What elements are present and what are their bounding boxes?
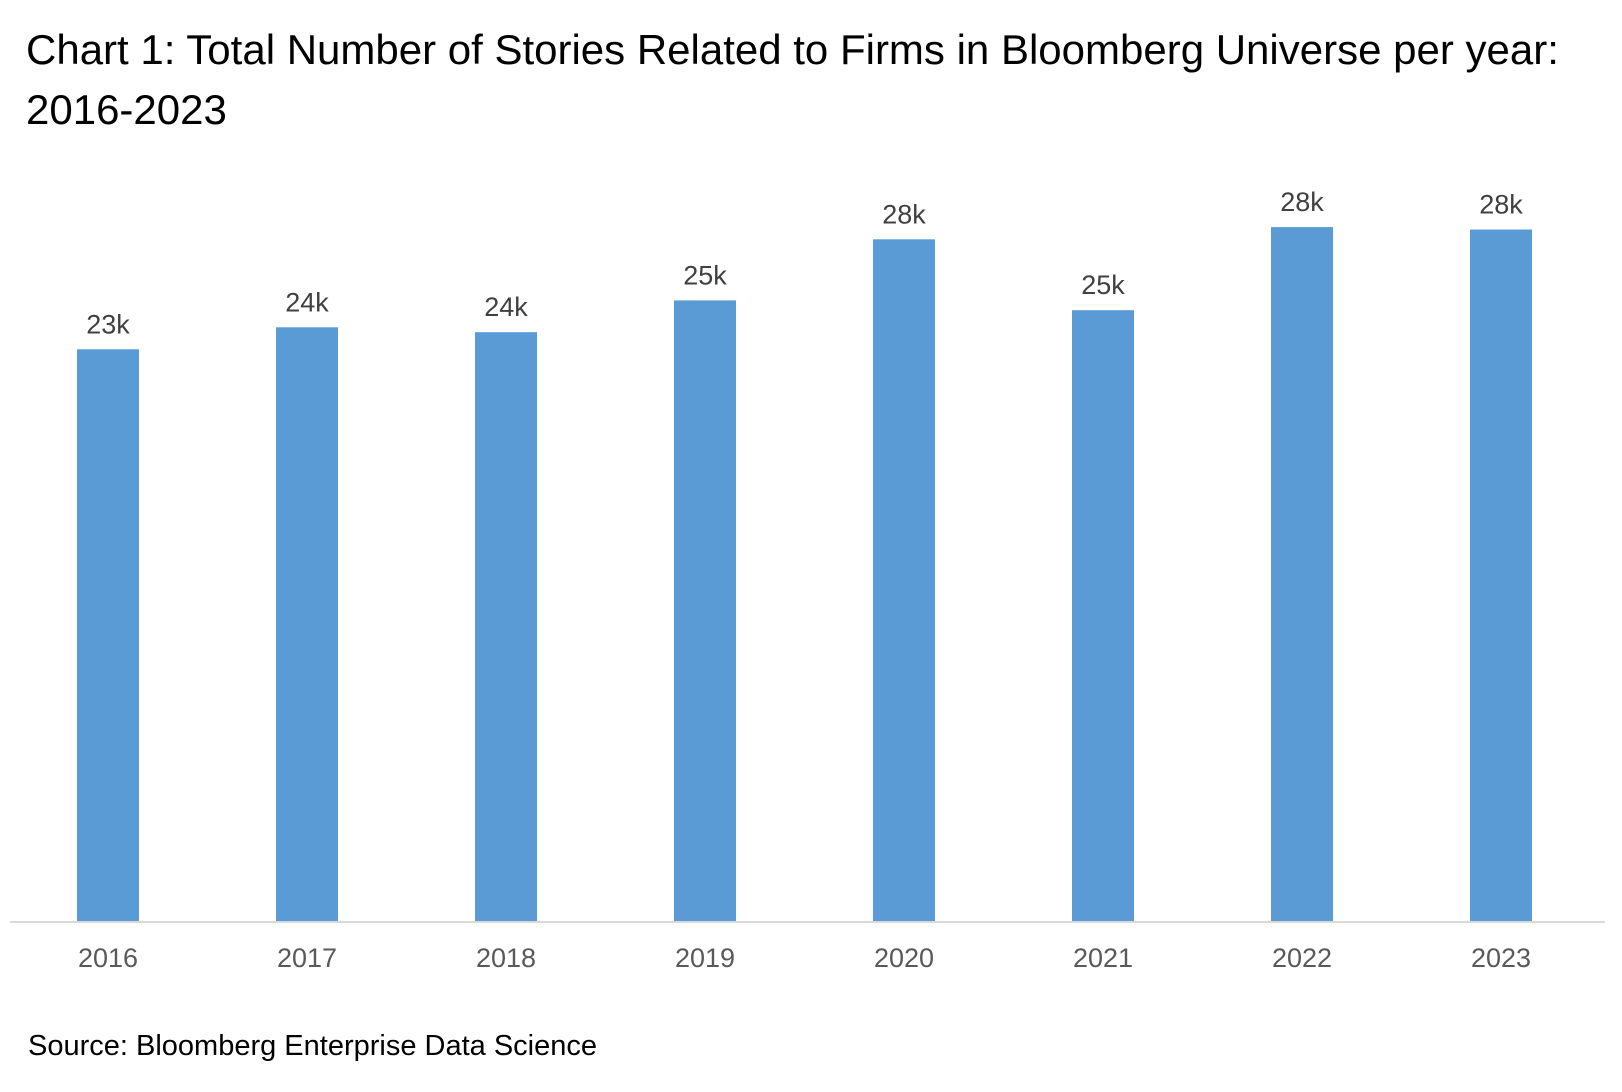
x-tick-label-2017: 2017 (277, 943, 337, 973)
data-label-2023: 28k (1479, 190, 1523, 220)
bars-group (77, 227, 1532, 922)
x-tick-label-2022: 2022 (1272, 943, 1332, 973)
x-tick-label-2023: 2023 (1471, 943, 1531, 973)
data-label-2018: 24k (484, 292, 528, 322)
x-tick-label-2018: 2018 (476, 943, 536, 973)
bar-2021 (1072, 310, 1134, 922)
data-label-2021: 25k (1081, 270, 1125, 300)
data-label-2016: 23k (86, 309, 130, 339)
bar-2023 (1470, 229, 1532, 921)
data-label-2022: 28k (1280, 187, 1324, 217)
data-label-2020: 28k (882, 199, 926, 229)
bar-2018 (475, 332, 537, 921)
x-tick-label-2021: 2021 (1073, 943, 1133, 973)
bar-2020 (873, 239, 935, 921)
data-label-2017: 24k (285, 287, 329, 317)
bar-2019 (674, 300, 736, 922)
x-tick-label-2020: 2020 (874, 943, 934, 973)
data-label-2019: 25k (683, 260, 727, 290)
bar-2017 (276, 327, 338, 921)
bar-2022 (1271, 227, 1333, 922)
chart-title: Chart 1: Total Number of Stories Related… (26, 26, 1559, 133)
x-tick-label-2019: 2019 (675, 943, 735, 973)
chart-source: Source: Bloomberg Enterprise Data Scienc… (28, 1030, 598, 1062)
x-tick-label-2016: 2016 (78, 943, 138, 973)
data-labels-group: 23k 24k 24k 25k 28k 25k 28k 28k (86, 187, 1523, 339)
x-tick-labels-group: 2016 2017 2018 2019 2020 2021 2022 2023 (78, 943, 1531, 973)
bar-2016 (77, 349, 139, 921)
